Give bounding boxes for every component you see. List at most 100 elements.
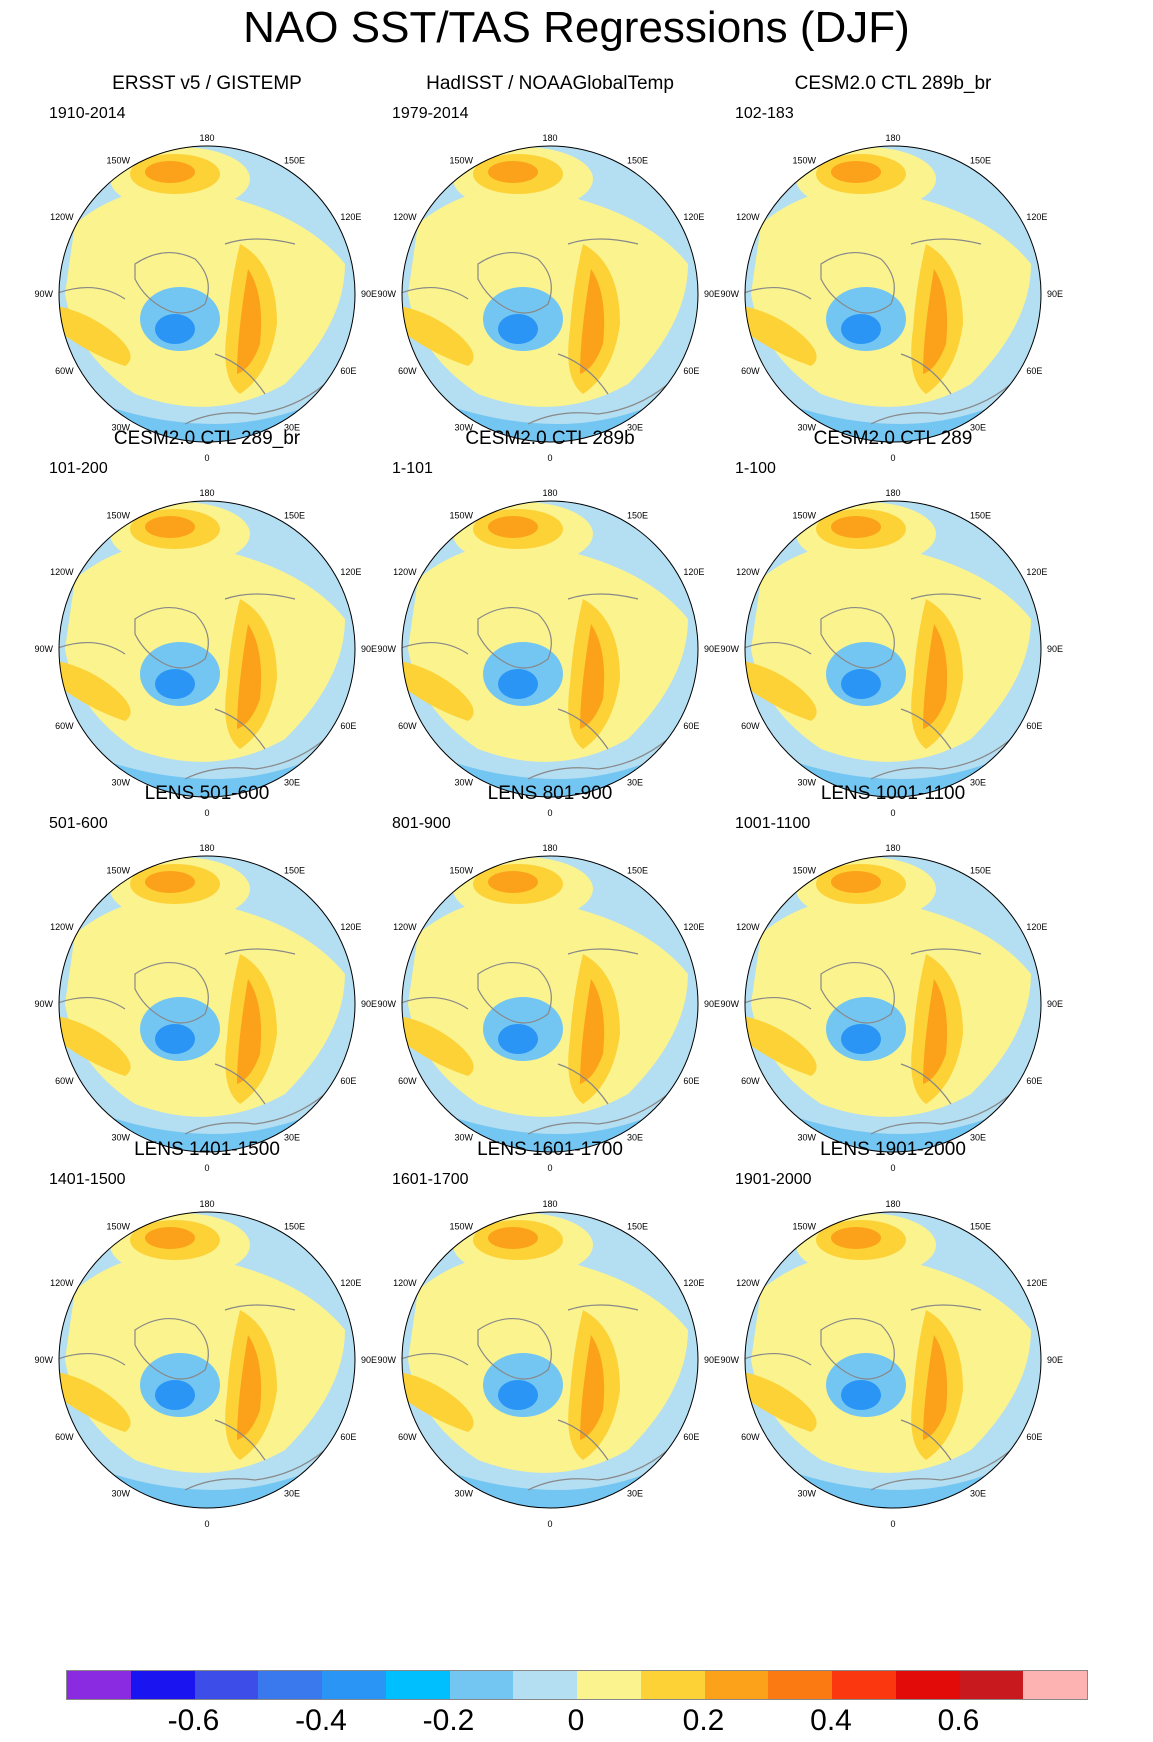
polar-map: 180 150W 150E 120W 120E 90W 90E 60W 60E 30W 30E 0 (34, 1199, 377, 1529)
longitude-label: 120E (683, 212, 704, 222)
longitude-label: 90W (34, 999, 53, 1009)
longitude-label: 150E (627, 1222, 648, 1232)
polar-map: 180 150W 150E 120W 120E 90W 90E 60W 60E 30W 30E 0 (34, 488, 377, 818)
longitude-label: 30E (627, 777, 643, 787)
longitude-label: 150E (970, 1222, 991, 1232)
colorbar-tick-label: -0.4 (295, 1704, 347, 1737)
panel-title: CESM2.0 CTL 289b_br (794, 73, 992, 94)
longitude-label: 120E (683, 922, 704, 932)
longitude-label: 120W (393, 922, 417, 932)
longitude-label: 150W (106, 156, 130, 166)
longitude-label: 30W (111, 1488, 130, 1498)
colorbar-swatch (1023, 1671, 1087, 1699)
colorbar-swatch (832, 1671, 896, 1699)
colorbar-tick-label: 0.6 (937, 1704, 980, 1737)
longitude-label: 180 (199, 1199, 214, 1209)
polar-map: 180 150W 150E 120W 120E 90W 90E 60W 60E 30W 30E 0 (720, 843, 1063, 1173)
longitude-label: 120W (736, 212, 760, 222)
longitude-label: 150W (106, 866, 130, 876)
panel-title: CESM2.0 CTL 289 (813, 428, 973, 449)
longitude-label: 90E (1047, 1355, 1063, 1365)
period-label: 1401-1500 (49, 1171, 126, 1188)
panel-title: ERSST v5 / GISTEMP (112, 73, 302, 94)
longitude-label: 30E (627, 1132, 643, 1142)
colorbar-tick-label: 0.2 (682, 1704, 725, 1737)
longitude-label: 60E (1026, 1432, 1042, 1442)
longitude-label: 90W (34, 644, 53, 654)
colorbar-tick-label: 0.4 (810, 1704, 852, 1737)
longitude-label: 150W (792, 156, 816, 166)
panel-title: LENS 1601-1700 (477, 1139, 623, 1160)
longitude-label: 30W (797, 1132, 816, 1142)
period-label: 1001-1100 (735, 815, 811, 832)
longitude-label: 60E (683, 1076, 699, 1086)
longitude-label: 30E (970, 1488, 986, 1498)
longitude-label: 30E (284, 422, 300, 432)
longitude-label: 120E (340, 567, 361, 577)
longitude-label: 180 (885, 488, 900, 498)
longitude-label: 60W (741, 721, 760, 731)
longitude-label: 90W (720, 999, 739, 1009)
longitude-label: 150W (449, 511, 473, 521)
longitude-label: 150W (449, 156, 473, 166)
longitude-label: 0 (204, 808, 209, 818)
map-panel: LENS 1901-2000 180 150W 150E 120W 120E 90W 90E 6… (701, 1138, 1085, 1533)
colorbar-swatch (322, 1671, 386, 1699)
colorbar-swatch (513, 1671, 577, 1699)
colorbar-swatch (704, 1671, 769, 1699)
longitude-label: 0 (204, 1519, 209, 1529)
polar-map: 180 150W 150E 120W 120E 90W 90E 60W 60E 30W 30E 0 (377, 488, 720, 818)
polar-map: 180 150W 150E 120W 120E 90W 90E 60W 60E 30W 30E 0 (720, 133, 1063, 463)
longitude-label: 150E (970, 511, 991, 521)
colorbar-swatch (67, 1671, 131, 1699)
longitude-label: 180 (885, 843, 900, 853)
longitude-label: 60W (398, 1076, 417, 1086)
panel-title: HadISST / NOAAGlobalTemp (426, 73, 674, 94)
longitude-label: 150W (449, 1222, 473, 1232)
map-panel: HadISST / NOAAGlobalTemp 180 150W 150E 120W 1… (358, 72, 742, 467)
longitude-label: 90W (377, 999, 396, 1009)
colorbar-swatch (385, 1671, 450, 1699)
longitude-label: 60W (741, 1432, 760, 1442)
colorbar-tick-label: -0.6 (167, 1704, 220, 1737)
longitude-label: 30E (284, 1132, 300, 1142)
longitude-label: 120W (50, 212, 74, 222)
polar-map: 180 150W 150E 120W 120E 90W 90E 60W 60E 30W 30E 0 (34, 133, 377, 463)
panel-title: LENS 801-900 (487, 783, 613, 804)
longitude-label: 90W (720, 289, 739, 299)
longitude-label: 60E (683, 1432, 699, 1442)
longitude-label: 0 (890, 1519, 895, 1529)
longitude-label: 90E (361, 644, 377, 654)
longitude-label: 30E (970, 777, 986, 787)
longitude-label: 120E (340, 922, 361, 932)
map-panel: LENS 1601-1700 180 150W 150E 120W 120E 90W 90E 6… (358, 1138, 742, 1533)
longitude-label: 30W (797, 422, 816, 432)
longitude-label: 30W (454, 1132, 473, 1142)
polar-map: 180 150W 150E 120W 120E 90W 90E 60W 60E 30W 30E 0 (377, 133, 720, 463)
period-label: 102-183 (735, 105, 794, 122)
longitude-label: 30W (797, 1488, 816, 1498)
longitude-label: 120W (736, 1278, 760, 1288)
longitude-label: 150E (284, 156, 305, 166)
longitude-label: 60W (741, 366, 760, 376)
panel-title: LENS 501-600 (144, 783, 270, 804)
longitude-label: 90E (1047, 289, 1063, 299)
longitude-label: 0 (890, 1163, 895, 1173)
panel-title: LENS 1901-2000 (820, 1139, 966, 1160)
map-panel: CESM2.0 CTL 289_br 180 150W 150E 120W 120E 90W… (15, 427, 399, 822)
colorbar-swatch (959, 1671, 1024, 1699)
longitude-label: 180 (199, 843, 214, 853)
longitude-label: 60W (55, 1432, 74, 1442)
longitude-label: 0 (547, 808, 552, 818)
longitude-label: 90E (704, 644, 720, 654)
colorbar-swatch (130, 1671, 195, 1699)
longitude-label: 90W (34, 1355, 53, 1365)
longitude-label: 30W (111, 422, 130, 432)
longitude-label: 30E (284, 777, 300, 787)
colorbar-swatch (449, 1671, 514, 1699)
period-label: 1-100 (735, 460, 776, 477)
longitude-label: 60W (55, 721, 74, 731)
map-panel: LENS 501-600 180 150W 150E 120W 120E 90W 90E 60W… (15, 782, 399, 1177)
longitude-label: 150W (792, 511, 816, 521)
longitude-label: 90E (1047, 999, 1063, 1009)
